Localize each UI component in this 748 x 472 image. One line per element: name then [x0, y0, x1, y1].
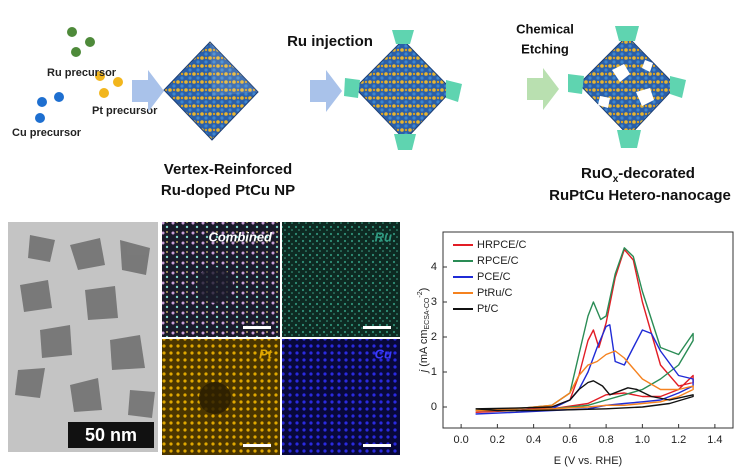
x-tick-label: 1.4 — [707, 434, 722, 446]
x-tick-label: 0.0 — [453, 434, 468, 446]
map-label: Pt — [259, 346, 273, 361]
y-tick-label: 0 — [431, 401, 437, 413]
tem-image: 50 nm — [8, 222, 158, 452]
scale-bar-label: 50 nm — [85, 425, 137, 445]
x-tick-label: 0.6 — [562, 434, 577, 446]
map-label: Cu — [375, 346, 392, 361]
product-label: RuPtCu Hetero-nanocage — [549, 187, 731, 204]
precursor-label: Ru precursor — [47, 67, 117, 79]
nanocage — [568, 26, 686, 148]
superscript: -2 — [417, 291, 424, 297]
legend-label: PCE/C — [477, 271, 511, 283]
subscript: x — [613, 174, 619, 185]
x-tick-label: 0.4 — [526, 434, 541, 446]
map-label: Combined — [208, 229, 273, 244]
y-axis-label: j (mA cmECSA-CO-2) — [417, 288, 431, 375]
x-tick-label: 1.2 — [671, 434, 686, 446]
y-tick-label: 4 — [431, 261, 437, 273]
x-tick-label: 0.8 — [598, 434, 613, 446]
y-tick-label: 3 — [431, 296, 437, 308]
nanoparticle — [163, 41, 259, 141]
cv-curve — [475, 350, 694, 412]
text-part: (mA cm — [418, 330, 430, 370]
step-label: Etching — [521, 41, 569, 56]
map-label: Ru — [375, 229, 392, 244]
text-part: RuO — [581, 165, 613, 182]
precursor-dots — [35, 27, 123, 123]
nanoparticle-reinforced — [344, 30, 462, 150]
x-axis-label: E (V vs. RHE) — [554, 455, 622, 467]
subscript: ECSA-CO — [424, 297, 431, 329]
text-part: -decorated — [618, 165, 695, 182]
y-tick-label: 2 — [431, 331, 437, 343]
product-label: Ru-doped PtCu NP — [161, 182, 295, 199]
legend-label: RPCE/C — [477, 255, 519, 267]
text-part: ) — [418, 288, 430, 292]
precursor-label: Pt precursor — [92, 105, 158, 117]
x-tick-label: 1.0 — [635, 434, 650, 446]
plot-frame — [442, 231, 734, 429]
legend-label: HRPCE/C — [477, 239, 527, 251]
text-part: j — [418, 369, 430, 374]
y-tick-label: 1 — [431, 366, 437, 378]
product-label: RuOx-decorated — [581, 165, 695, 185]
precursor-label: Cu precursor — [12, 127, 82, 139]
cv-chart: E (V vs. RHE) j (mA cmECSA-CO-2) 0.0 0.2 0… — [417, 231, 734, 467]
arrow — [527, 68, 559, 110]
cv-curve — [475, 247, 694, 412]
product-label: Vertex-Reinforced — [164, 161, 292, 178]
arrow — [132, 70, 164, 112]
eds-maps — [162, 222, 400, 455]
legend-label: PtRu/C — [477, 287, 513, 299]
legend-label: Pt/C — [477, 303, 498, 315]
step-label: Ru injection — [287, 33, 373, 50]
cv-curve — [475, 380, 694, 412]
arrow — [310, 70, 342, 112]
step-label: Chemical — [516, 21, 574, 36]
x-tick-label: 0.2 — [490, 434, 505, 446]
